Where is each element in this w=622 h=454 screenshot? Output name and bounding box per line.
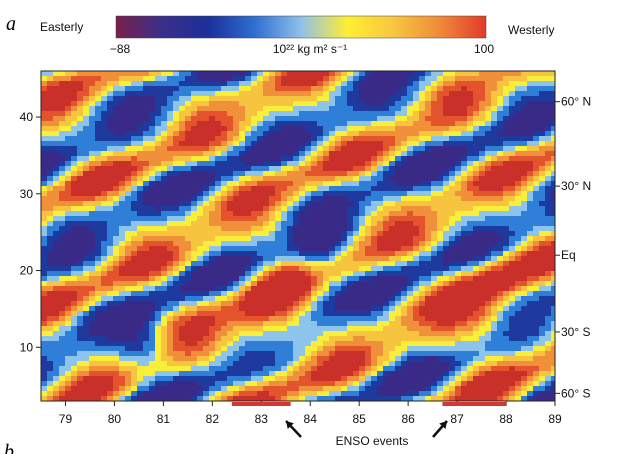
enso-arrowhead	[439, 421, 447, 430]
heatmap-field	[41, 71, 555, 401]
lat-tick-label: 60° N	[561, 95, 591, 109]
x-tick-label: 89	[548, 412, 562, 426]
x-tick-label: 84	[304, 412, 318, 426]
colorbar-left-label: Easterly	[40, 20, 83, 34]
x-tick-label: 87	[450, 412, 464, 426]
y-tick-label: 40	[20, 110, 34, 124]
plot-frame	[40, 70, 556, 402]
x-tick-label: 86	[401, 412, 415, 426]
enso-event-bar	[231, 402, 291, 406]
panel-letter: a	[6, 13, 16, 35]
y-tick-label: 30	[20, 187, 34, 201]
x-tick-label: 83	[255, 412, 269, 426]
lat-tick-label: 30° N	[561, 179, 591, 193]
x-tick-label: 88	[499, 412, 513, 426]
enso-arrowhead	[286, 421, 294, 429]
x-tick-label: 81	[157, 412, 171, 426]
enso-markers	[231, 402, 507, 438]
x-tick-label: 82	[206, 412, 220, 426]
colorbar-unit-label: 10²² kg m² s⁻¹	[273, 42, 347, 56]
colorbar-min-label: −88	[110, 42, 131, 56]
colorbar	[115, 15, 487, 39]
next-panel-letter: b	[4, 441, 14, 454]
lat-tick-label: Eq	[561, 248, 576, 262]
y-tick-label: 20	[20, 264, 34, 278]
y-axis-right: 60° N 30° N Eq 30° S 60° S	[555, 95, 591, 400]
lat-tick-label: 30° S	[561, 325, 590, 339]
x-tick-label: 79	[59, 412, 73, 426]
colorbar-right-label: Westerly	[508, 23, 554, 37]
enso-event-bar	[442, 402, 507, 406]
x-axis: 79 80 81 82 83 84 85 86 87 88 89	[59, 401, 562, 426]
enso-label: ENSO events	[336, 434, 409, 448]
y-axis-left: 10 20 30 40	[20, 110, 41, 354]
x-tick-label: 85	[353, 412, 367, 426]
x-tick-label: 80	[108, 412, 122, 426]
lat-tick-label: 60° S	[561, 386, 590, 400]
y-tick-label: 10	[20, 340, 34, 354]
colorbar-max-label: 100	[474, 42, 494, 56]
